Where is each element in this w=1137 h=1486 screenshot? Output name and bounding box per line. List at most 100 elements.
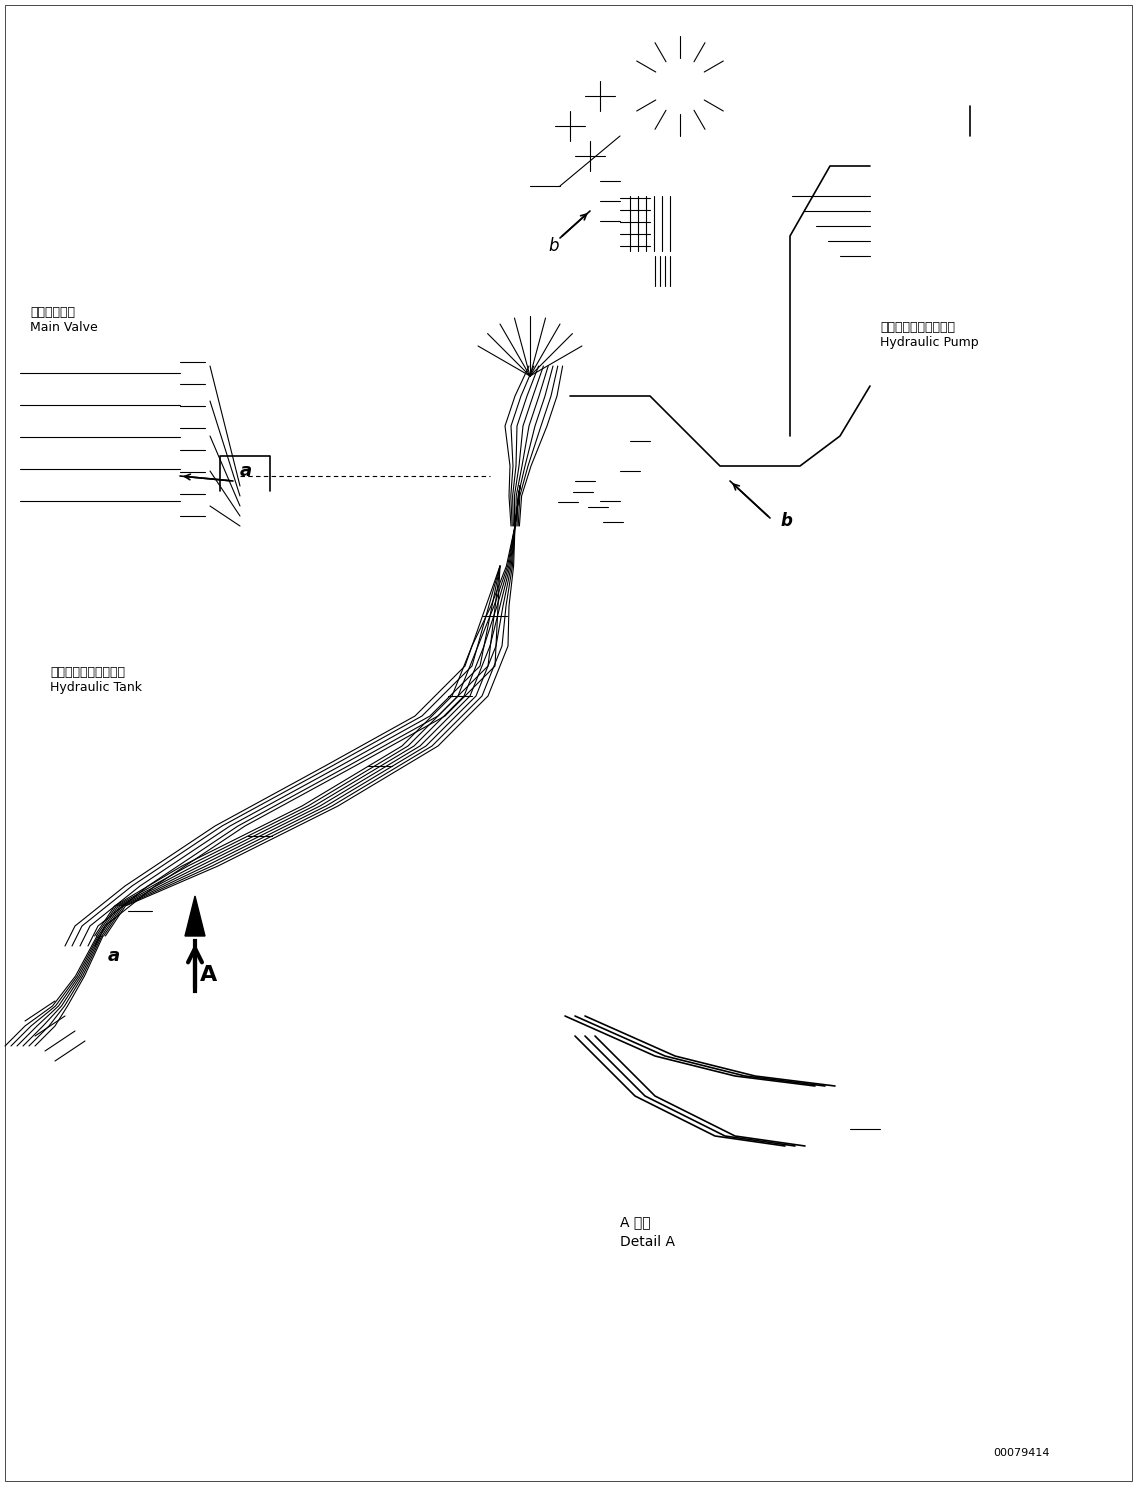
Bar	[490, 376, 570, 416]
Text: a: a	[240, 462, 252, 480]
Circle shape	[735, 468, 746, 480]
Circle shape	[652, 58, 708, 114]
Bar	[570, 502, 588, 511]
Circle shape	[368, 753, 392, 779]
Circle shape	[38, 474, 63, 498]
Circle shape	[140, 435, 160, 456]
Text: 00079414: 00079414	[994, 1447, 1049, 1458]
Circle shape	[38, 394, 63, 418]
Text: A 詳細: A 詳細	[620, 1216, 650, 1229]
Bar	[609, 435, 630, 446]
Circle shape	[933, 265, 957, 288]
Circle shape	[85, 431, 115, 461]
Text: Hydraulic Tank: Hydraulic Tank	[50, 681, 142, 694]
Circle shape	[888, 204, 932, 248]
Text: ハイドロリックタンク: ハイドロリックタンク	[50, 666, 125, 679]
Circle shape	[657, 432, 663, 438]
Circle shape	[697, 453, 703, 459]
Circle shape	[205, 444, 215, 455]
Circle shape	[205, 424, 215, 432]
Circle shape	[592, 88, 608, 104]
Circle shape	[448, 684, 472, 707]
Circle shape	[38, 354, 63, 377]
Circle shape	[662, 68, 698, 104]
Bar	[530, 186, 620, 256]
Circle shape	[85, 351, 115, 380]
Circle shape	[562, 117, 578, 134]
Circle shape	[1034, 265, 1057, 288]
Bar	[260, 545, 319, 585]
Bar	[620, 215, 640, 226]
Circle shape	[205, 357, 215, 367]
Text: Main Valve: Main Valve	[30, 321, 98, 334]
Circle shape	[650, 435, 659, 446]
Bar	[586, 519, 603, 526]
Circle shape	[225, 501, 275, 551]
Bar	[580, 496, 600, 507]
Bar	[140, 536, 319, 666]
Bar	[555, 476, 575, 486]
Circle shape	[205, 379, 215, 389]
Circle shape	[582, 149, 598, 163]
Circle shape	[172, 502, 208, 539]
Circle shape	[140, 476, 160, 496]
Circle shape	[69, 1025, 81, 1037]
Circle shape	[248, 825, 272, 849]
Circle shape	[637, 453, 644, 459]
Circle shape	[160, 490, 219, 551]
Circle shape	[955, 215, 976, 236]
Circle shape	[733, 1089, 747, 1103]
Text: Detail A: Detail A	[620, 1235, 675, 1250]
Circle shape	[943, 204, 987, 248]
Circle shape	[725, 1080, 755, 1112]
Bar	[600, 467, 620, 476]
Circle shape	[960, 86, 980, 106]
Circle shape	[78, 1036, 91, 1048]
Bar	[700, 470, 720, 478]
Circle shape	[984, 265, 1007, 288]
Text: ハイドロリックポンプ: ハイドロリックポンプ	[880, 321, 955, 334]
Circle shape	[205, 511, 215, 522]
Circle shape	[38, 434, 63, 458]
Circle shape	[952, 208, 988, 244]
Circle shape	[182, 513, 198, 529]
Bar	[555, 487, 573, 496]
Circle shape	[235, 511, 265, 541]
Circle shape	[140, 395, 160, 416]
Bar	[620, 196, 640, 207]
Text: A: A	[200, 964, 217, 985]
Text: b: b	[548, 236, 558, 256]
Circle shape	[883, 265, 907, 288]
Circle shape	[85, 391, 115, 421]
Circle shape	[49, 996, 61, 1008]
Circle shape	[483, 603, 507, 629]
Circle shape	[692, 449, 707, 464]
Circle shape	[595, 476, 605, 486]
Circle shape	[205, 489, 215, 499]
Circle shape	[998, 204, 1041, 248]
Bar	[620, 175, 640, 186]
Circle shape	[879, 1123, 891, 1135]
Polygon shape	[185, 896, 205, 936]
Bar	[870, 137, 1070, 317]
Bar	[540, 498, 558, 507]
Circle shape	[682, 467, 698, 481]
Circle shape	[935, 192, 1005, 262]
Bar	[570, 996, 951, 1196]
Circle shape	[901, 215, 920, 236]
Text: b: b	[780, 513, 791, 531]
Circle shape	[633, 449, 647, 464]
Circle shape	[620, 496, 630, 507]
Circle shape	[140, 357, 160, 376]
Bar	[820, 1122, 850, 1135]
Circle shape	[128, 899, 152, 923]
Circle shape	[205, 401, 215, 412]
Text: a: a	[108, 947, 121, 964]
Bar	[20, 336, 180, 536]
Text: Hydraulic Pump: Hydraulic Pump	[880, 336, 979, 349]
Circle shape	[653, 429, 667, 443]
Circle shape	[59, 1010, 70, 1022]
Circle shape	[1010, 215, 1030, 236]
Text: メインバルブ: メインバルブ	[30, 306, 75, 319]
Circle shape	[205, 467, 215, 477]
